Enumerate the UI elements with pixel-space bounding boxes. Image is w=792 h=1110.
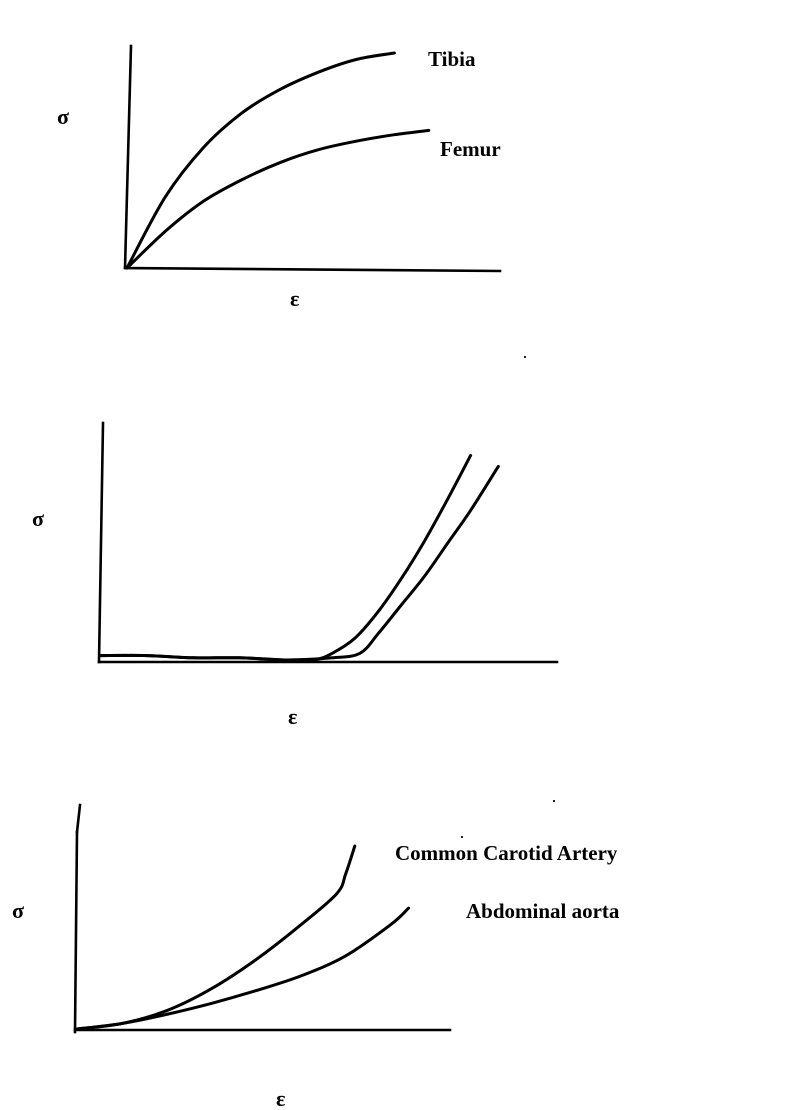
x-axis [123, 266, 502, 273]
chart-tendon: σ ε [32, 356, 559, 729]
series-label-abdominal-aorta: Abdominal aorta [466, 899, 620, 923]
series-label-tibia: Tibia [428, 47, 476, 71]
scan-speck [461, 836, 463, 838]
scan-speck [553, 800, 555, 802]
series-line-abdominal-aorta [75, 906, 410, 1031]
series-label-common-carotid-artery: Common Carotid Artery [395, 841, 618, 865]
series-line-tibia [125, 51, 396, 270]
series-line-femur [125, 128, 431, 270]
y-axis [75, 803, 82, 834]
series-label-femur: Femur [440, 137, 501, 161]
y-axis [97, 421, 105, 664]
y-axis [123, 44, 133, 270]
y-axis-label: σ [12, 898, 24, 923]
series-line-curve-2 [99, 464, 500, 662]
x-axis-label: ε [290, 286, 299, 311]
y-axis-label: σ [57, 104, 69, 129]
y-axis-label: σ [32, 506, 44, 531]
chart-bone: σ ε Tibia Femur [57, 44, 502, 311]
y-axis [73, 830, 79, 1034]
x-axis-label: ε [276, 1086, 285, 1110]
scan-speck [524, 356, 526, 358]
chart-artery: σ ε Common Carotid Artery Abdominal aort… [12, 800, 620, 1110]
x-axis-label: ε [288, 704, 297, 729]
